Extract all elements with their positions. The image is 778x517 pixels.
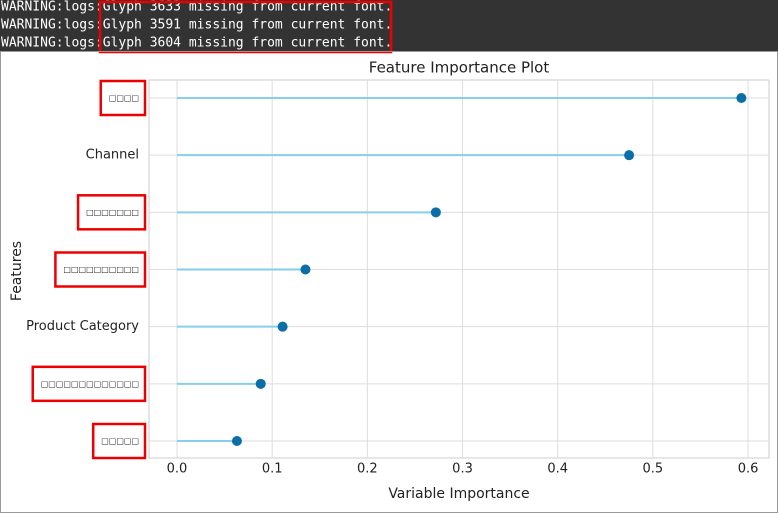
lollipop-dot bbox=[624, 150, 635, 161]
highlight-box bbox=[31, 365, 147, 403]
chart-title: Feature Importance Plot bbox=[369, 59, 550, 77]
y-tick-label: □□□□ bbox=[109, 94, 139, 103]
y-tick-label: Channel bbox=[86, 148, 139, 163]
lollipop-dot bbox=[231, 436, 242, 446]
x-tick-label: 0.0 bbox=[167, 462, 188, 477]
lollipop-dot bbox=[300, 264, 311, 275]
x-tick-label: 0.4 bbox=[547, 462, 568, 477]
lollipop-dot bbox=[277, 321, 288, 332]
y-tick-label: □□□□□□□ bbox=[86, 208, 139, 217]
x-tick-label: 0.6 bbox=[738, 462, 759, 477]
y-tick-label: □□□□□ bbox=[101, 437, 139, 446]
lollipop-dot bbox=[255, 378, 266, 389]
log-background bbox=[0, 0, 778, 51]
y-axis-label: Features bbox=[9, 241, 25, 301]
lollipop-dot bbox=[430, 207, 441, 218]
highlight-box bbox=[99, 79, 147, 117]
y-tick-label: □□□□□□□□□□□□□ bbox=[41, 379, 139, 388]
highlight-box bbox=[76, 194, 147, 231]
y-tick-label: Product Category bbox=[26, 319, 139, 334]
highlight-box bbox=[54, 251, 147, 288]
log-line: WARNING:logs:Glyph 3591 missing from cur… bbox=[1, 18, 392, 33]
x-tick-label: 0.5 bbox=[643, 462, 664, 477]
log-line: WARNING:logs:Glyph 3604 missing from cur… bbox=[1, 36, 392, 51]
x-tick-label: 0.1 bbox=[262, 462, 283, 477]
x-axis-label: Variable Importance bbox=[388, 486, 529, 502]
x-tick-label: 0.2 bbox=[357, 462, 378, 477]
x-tick-label: 0.3 bbox=[452, 462, 473, 477]
highlight-box bbox=[91, 422, 147, 460]
y-tick-label: □□□□□□□□□□ bbox=[63, 265, 139, 274]
lollipop-dot bbox=[736, 93, 747, 103]
